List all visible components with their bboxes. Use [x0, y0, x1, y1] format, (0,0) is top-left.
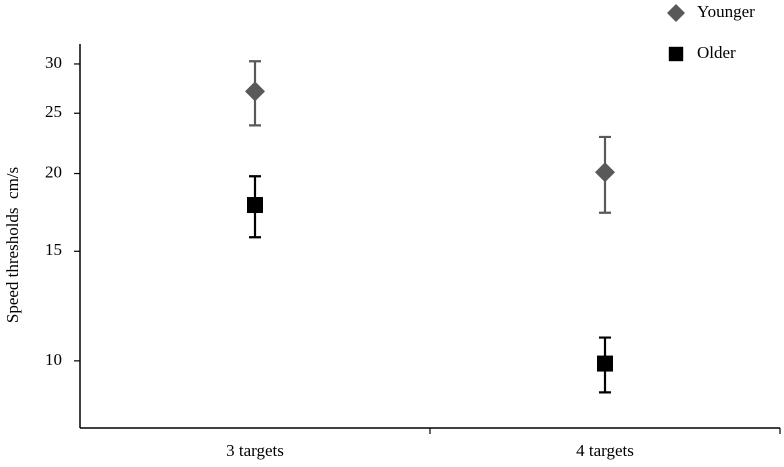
legend-label: Older [697, 43, 736, 62]
legend-label: Younger [697, 2, 755, 21]
x-tick-label: 4 targets [576, 441, 634, 460]
data-point [595, 162, 615, 183]
y-tick-label: 25 [45, 102, 62, 121]
data-point [597, 355, 613, 372]
legend-marker [668, 46, 684, 62]
legend-marker [667, 4, 685, 22]
y-tick-label: 30 [45, 53, 62, 72]
x-tick-label: 3 targets [226, 441, 284, 460]
y-tick-label: 20 [45, 162, 62, 181]
data-point [247, 197, 263, 214]
y-axis-label: Speed thresholds cm/s [3, 167, 22, 323]
y-tick-label: 10 [45, 350, 62, 369]
data-point [245, 81, 265, 102]
y-tick-label: 15 [45, 240, 62, 259]
